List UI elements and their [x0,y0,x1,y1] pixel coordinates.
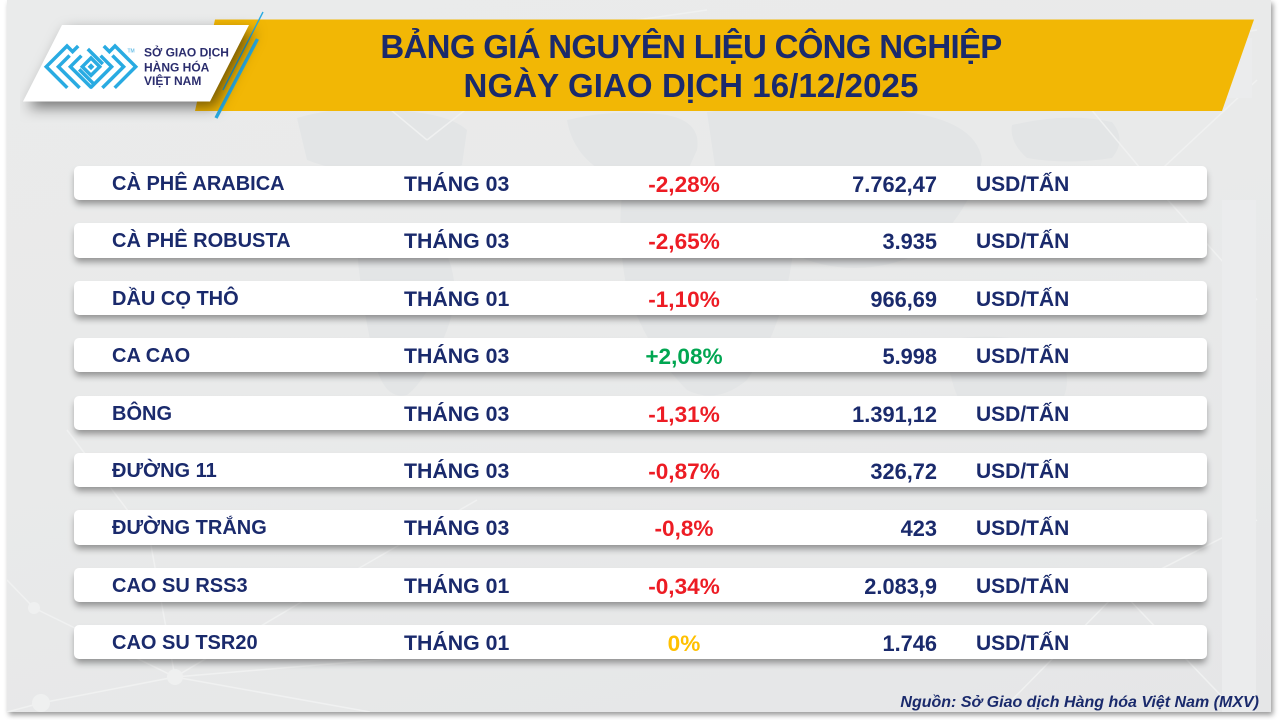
svg-text:HÀNG HÓA: HÀNG HÓA [144,59,210,74]
svg-text:TM: TM [128,49,135,55]
svg-text:VIỆT NAM: VIỆT NAM [144,73,201,88]
svg-text:SỞ GIAO DỊCH: SỞ GIAO DỊCH [144,45,229,60]
